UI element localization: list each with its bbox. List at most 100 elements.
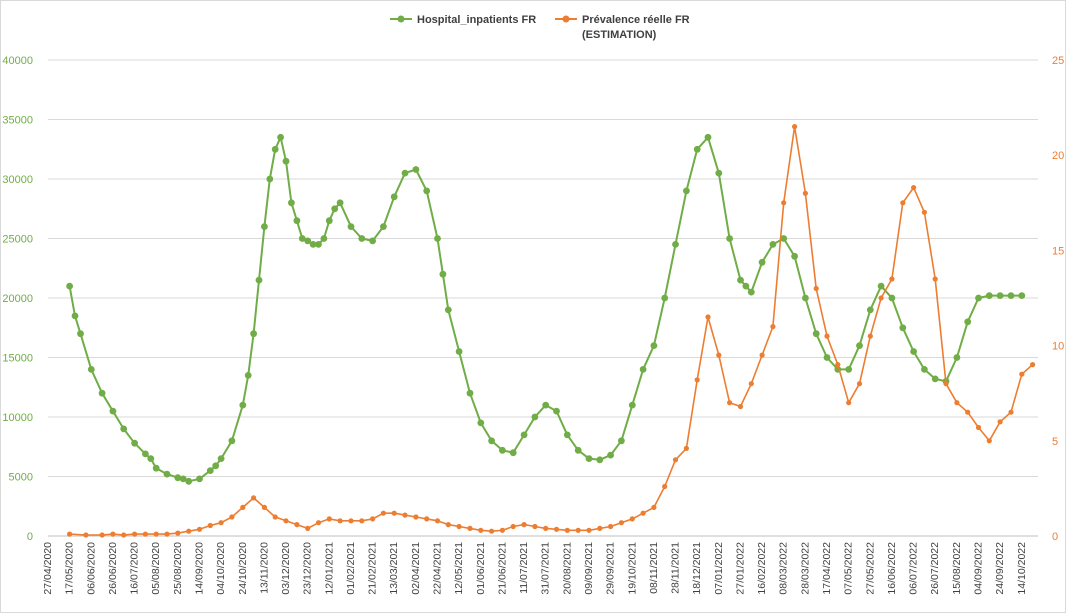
data-point (499, 446, 506, 454)
data-point (802, 190, 809, 196)
data-point (618, 520, 625, 526)
data-point (283, 518, 289, 524)
data-point (672, 457, 679, 463)
data-point (900, 200, 906, 206)
data-point (769, 241, 777, 248)
legend-marker (397, 15, 405, 23)
x-tick-label: 19/10/2021 (626, 542, 638, 595)
data-point (255, 276, 263, 284)
data-point (791, 252, 798, 260)
x-tick-label: 01/02/2021 (345, 542, 357, 595)
y-left-tick-label: 30000 (2, 174, 33, 186)
y-right-tick-label: 15 (1052, 245, 1064, 257)
data-point (943, 381, 949, 387)
data-point (109, 407, 117, 415)
y-right-tick-label: 5 (1052, 436, 1058, 448)
x-tick-label: 27/01/2022 (734, 542, 746, 595)
data-point (543, 525, 549, 532)
data-point (683, 445, 690, 451)
data-point (456, 523, 462, 530)
data-point (585, 455, 593, 462)
data-point (196, 475, 203, 483)
x-tick-label: 16/06/2022 (886, 542, 898, 595)
data-point (120, 425, 128, 433)
data-point (532, 523, 538, 530)
data-point (228, 437, 236, 445)
data-point (391, 510, 397, 516)
x-tick-label: 23/12/2020 (302, 542, 314, 595)
data-point (986, 438, 992, 444)
data-point (331, 205, 339, 213)
x-tick-label: 08/03/2022 (778, 542, 790, 595)
data-point (277, 133, 284, 141)
data-point (651, 504, 657, 510)
data-point (823, 354, 831, 361)
x-tick-label: 24/09/2022 (994, 542, 1006, 595)
data-point (434, 518, 441, 524)
x-tick-label: 03/12/2020 (280, 542, 292, 595)
data-point (877, 282, 885, 290)
data-point (304, 237, 312, 245)
data-point (629, 516, 635, 522)
x-tick-label: 24/10/2020 (237, 542, 249, 595)
data-point (439, 270, 447, 278)
y-axis-right: 0 5 10 15 20 25 (1052, 55, 1064, 543)
data-point (742, 282, 750, 290)
grid (48, 59, 1038, 537)
data-point (694, 377, 700, 383)
data-point (309, 241, 317, 248)
data-point (390, 193, 398, 201)
data-point (77, 330, 84, 338)
data-point (369, 237, 376, 245)
legend-marker (562, 15, 570, 23)
data-point (802, 294, 809, 302)
data-point (434, 235, 441, 242)
x-tick-label: 11/07/2021 (518, 542, 530, 594)
x-tick-label: 17/04/2022 (821, 542, 833, 595)
data-point (87, 366, 95, 373)
data-point (164, 531, 170, 537)
data-point (83, 532, 89, 538)
data-point (212, 462, 220, 470)
data-point (424, 516, 430, 522)
data-point (370, 516, 376, 522)
legend-label: Prévalence réelle FR (582, 14, 690, 26)
data-point (867, 333, 873, 339)
data-point (423, 187, 431, 195)
data-point (737, 403, 744, 410)
data-point (889, 276, 895, 282)
data-point (488, 437, 495, 445)
data-point (1008, 409, 1014, 415)
x-tick-label: 06/06/2020 (85, 542, 97, 595)
data-point (835, 362, 841, 368)
x-tick-label: 26/06/2020 (107, 542, 119, 595)
data-point (250, 330, 257, 338)
x-tick-label: 16/07/2020 (129, 542, 141, 595)
data-point (553, 407, 560, 415)
data-point (542, 401, 550, 409)
x-tick-label: 02/04/2021 (410, 542, 422, 595)
x-tick-label: 08/11/2021 (648, 542, 660, 594)
data-point (477, 419, 485, 427)
series-layer (66, 124, 1036, 538)
data-point (478, 527, 484, 533)
x-tick-label: 21/02/2021 (367, 542, 379, 595)
data-point (348, 518, 354, 524)
data-point (121, 532, 127, 538)
data-point (315, 520, 322, 526)
data-point (553, 526, 560, 532)
data-point (132, 531, 138, 537)
data-point (650, 342, 658, 349)
data-point (824, 333, 830, 339)
x-tick-label: 04/09/2022 (972, 542, 984, 595)
x-tick-label: 05/08/2020 (150, 542, 162, 595)
data-point (294, 522, 300, 528)
data-point (358, 235, 366, 242)
data-point (704, 133, 712, 141)
data-point (217, 455, 225, 462)
data-point (563, 431, 571, 439)
data-point (380, 510, 386, 516)
data-point (846, 400, 852, 406)
data-point (715, 169, 723, 177)
